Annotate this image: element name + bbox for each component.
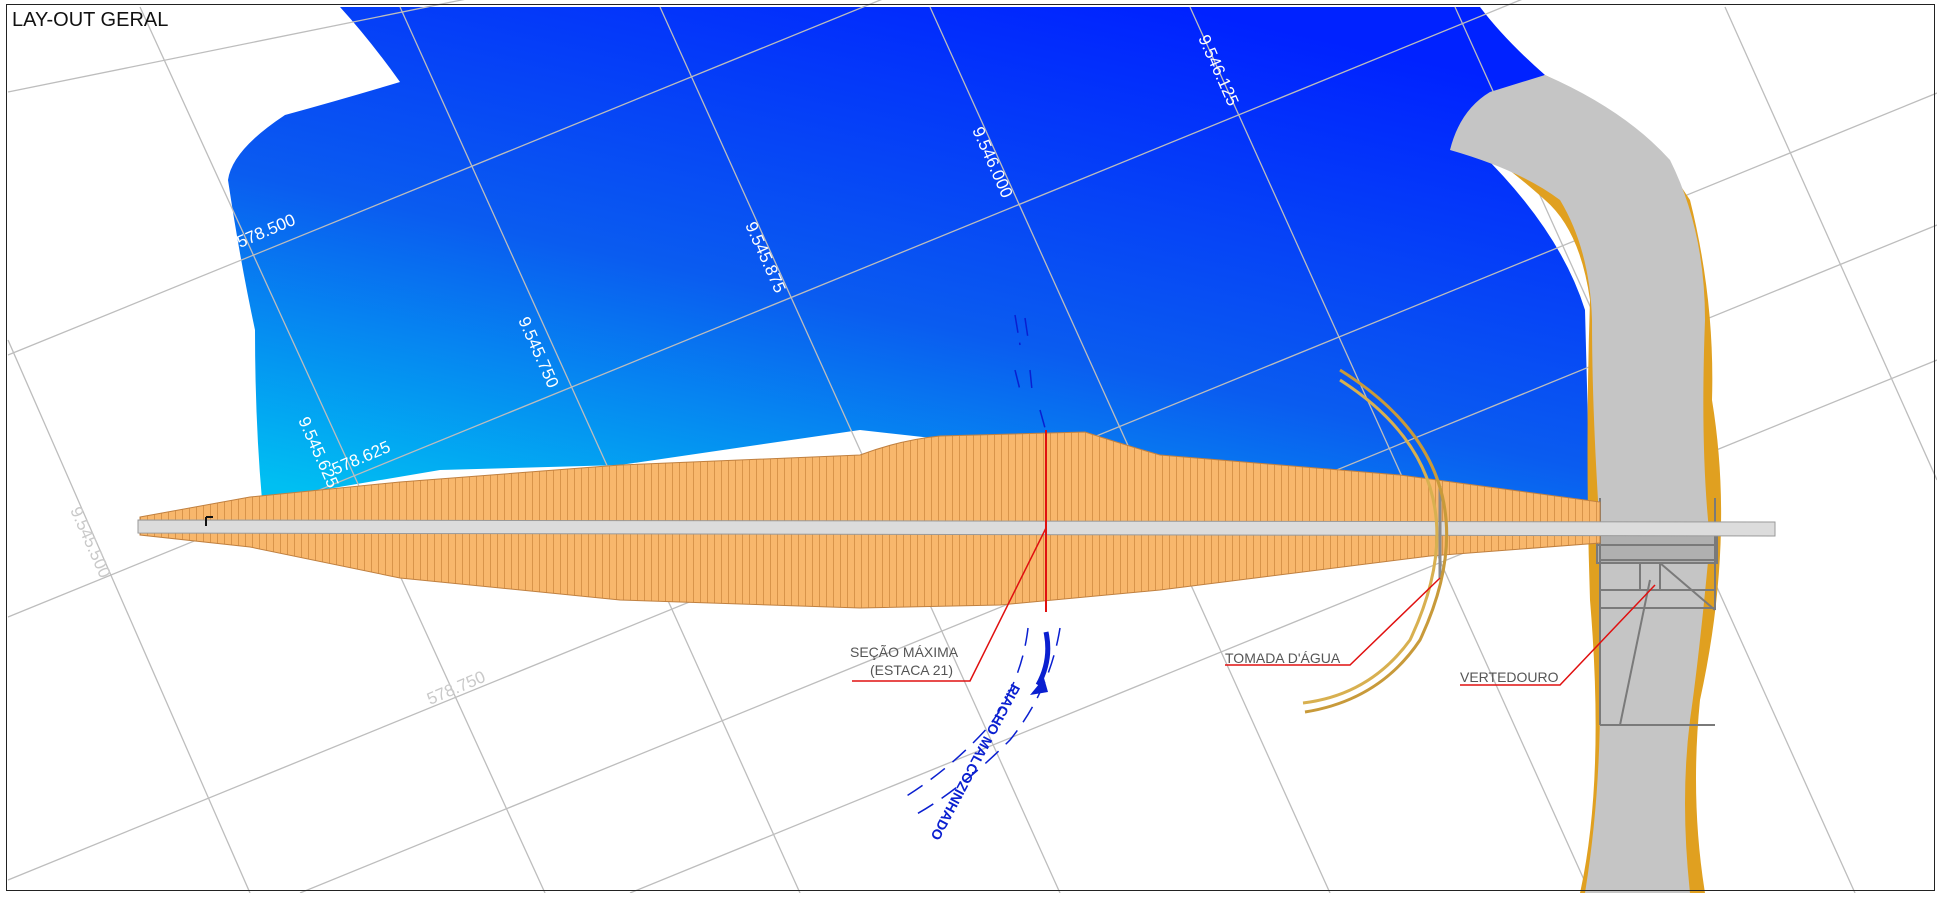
grid-label-578750: 578.750 <box>424 667 488 709</box>
axis-start-marker <box>205 516 213 526</box>
reservoir-area <box>228 7 1590 505</box>
grid-label-9545500: 9.545.500 <box>66 504 114 581</box>
spillway-channel <box>1450 75 1710 893</box>
max-section-label-line2: (ESTACA 21) <box>870 662 953 678</box>
flow-arrowhead <box>1030 678 1048 695</box>
embankment <box>139 431 1601 609</box>
intake-label: TOMADA D'ÁGUA <box>1225 650 1341 666</box>
stream-course <box>899 314 1061 816</box>
intake-conduit <box>1302 368 1449 714</box>
dam-crest <box>137 519 1776 537</box>
flow-arrow <box>1035 631 1051 687</box>
leader-lines <box>852 527 1656 686</box>
max-section-label-line1: SEÇÃO MÁXIMA <box>850 644 959 660</box>
drawing-title: LAY-OUT GERAL <box>12 9 169 31</box>
spillway-label: VERTEDOURO <box>1460 669 1559 685</box>
